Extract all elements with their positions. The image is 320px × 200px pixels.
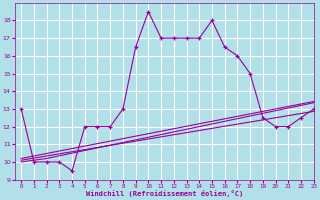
X-axis label: Windchill (Refroidissement éolien,°C): Windchill (Refroidissement éolien,°C) — [86, 190, 243, 197]
